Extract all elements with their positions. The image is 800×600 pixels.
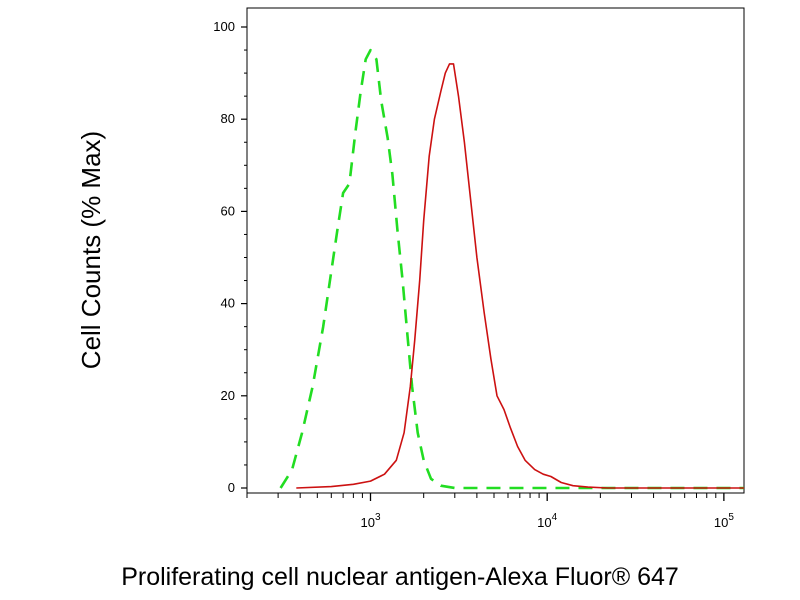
x-tick-label: 103 <box>360 512 380 530</box>
series-line-sample <box>296 63 744 489</box>
y-axis-ticks: 0 20 40 60 80 100 <box>213 19 247 495</box>
x-tick-label: 104 <box>537 512 557 530</box>
y-tick-label: 100 <box>213 19 235 34</box>
x-axis-ticks: 103 104 105 <box>246 493 734 530</box>
series-layer <box>279 48 744 490</box>
plot-frame <box>246 7 745 494</box>
x-axis-title: Proliferating cell nuclear antigen-Alexa… <box>121 563 679 591</box>
y-tick-label: 20 <box>221 388 235 403</box>
y-tick-label: 0 <box>228 480 235 495</box>
y-tick-label: 60 <box>221 203 235 218</box>
y-tick-label: 40 <box>221 296 235 311</box>
y-tick-label: 80 <box>221 111 235 126</box>
y-axis-title: Cell Counts (% Max) <box>76 131 106 369</box>
x-tick-label: 105 <box>714 512 734 530</box>
